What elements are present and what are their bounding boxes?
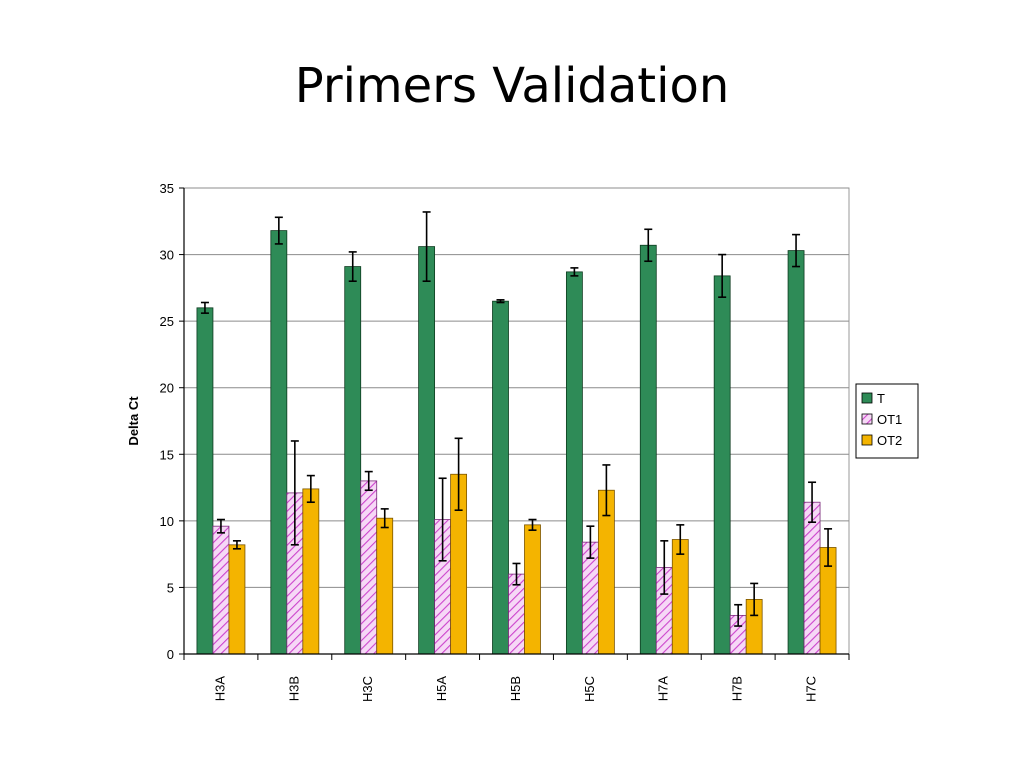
x-axis: H3A H3B H3C H5A H5B H5C H7A H7B H7C bbox=[183, 654, 850, 702]
y-tick-label: 0 bbox=[167, 647, 174, 662]
legend-label-t: T bbox=[877, 391, 885, 406]
bar-ot1-h7c bbox=[803, 501, 821, 655]
bar-t-h3b bbox=[270, 230, 288, 655]
bar-t-h5b bbox=[492, 300, 509, 655]
y-tick-label: 10 bbox=[160, 514, 174, 529]
bar-ot2-h3b bbox=[302, 488, 320, 655]
legend-label-ot2: OT2 bbox=[877, 433, 902, 448]
bar-t-h7a bbox=[639, 244, 657, 655]
legend-label-ot1: OT1 bbox=[877, 412, 902, 427]
x-tick-label: H7A bbox=[656, 676, 671, 702]
error-bars bbox=[200, 211, 833, 627]
bar-t-h3c bbox=[344, 266, 362, 655]
bar-series bbox=[196, 230, 837, 655]
y-tick-label: 25 bbox=[160, 314, 174, 329]
x-tick-label: H3C bbox=[360, 676, 375, 702]
bar-t-h7b bbox=[713, 275, 731, 655]
bar-ot2-h5b bbox=[524, 524, 541, 655]
legend-swatch-ot2 bbox=[861, 434, 873, 446]
bar-t-h5c bbox=[565, 271, 583, 655]
bar-ot2-h7a bbox=[671, 539, 689, 655]
y-tick-label: 30 bbox=[160, 248, 174, 263]
x-tick-label: H3A bbox=[212, 676, 227, 702]
y-tick-label: 20 bbox=[160, 381, 174, 396]
x-tick-label: H5A bbox=[434, 676, 449, 702]
legend: T OT1 OT2 bbox=[855, 383, 919, 459]
x-tick-label: H3B bbox=[286, 676, 301, 701]
y-tick-label: 35 bbox=[160, 181, 174, 196]
bar-t-h3a bbox=[196, 307, 214, 655]
x-tick-label: H5C bbox=[582, 676, 597, 702]
slide-title: Primers Validation bbox=[294, 58, 730, 114]
y-tick-label: 5 bbox=[167, 580, 174, 595]
bar-ot1-h3c bbox=[360, 480, 378, 655]
bar-ot1-h5b bbox=[508, 573, 525, 655]
bar-t-h5a bbox=[418, 246, 436, 655]
legend-swatch-ot1 bbox=[861, 413, 873, 425]
bar-t-h7c bbox=[787, 250, 805, 655]
x-tick-label: H7B bbox=[730, 676, 745, 701]
y-tick-label: 15 bbox=[160, 447, 174, 462]
y-axis-label: Delta Ct bbox=[126, 396, 141, 446]
bar-ot1-h3a bbox=[212, 525, 230, 655]
y-axis: 0 5 10 15 20 25 30 35 bbox=[160, 181, 184, 662]
x-tick-label: H7C bbox=[803, 676, 818, 702]
legend-swatch-t bbox=[861, 392, 873, 404]
bar-ot2-h3a bbox=[228, 544, 246, 655]
x-tick-label: H5B bbox=[508, 676, 523, 701]
bar-ot2-h3c bbox=[376, 517, 394, 655]
